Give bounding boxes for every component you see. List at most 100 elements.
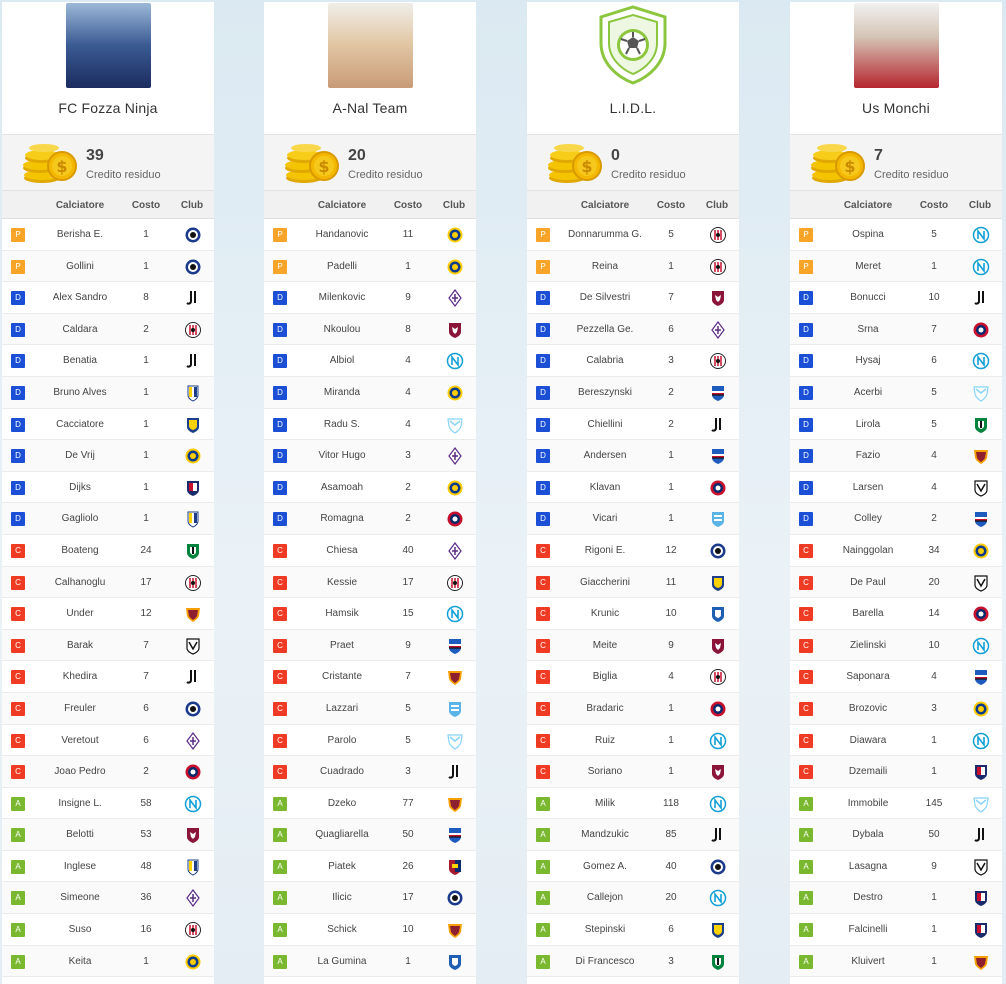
table-row[interactable]: D Klavan 1 bbox=[527, 472, 739, 504]
table-row[interactable]: A Milik 118 bbox=[527, 788, 739, 820]
table-row[interactable]: A Schick 10 bbox=[264, 914, 476, 946]
table-row[interactable]: D Chiellini 2 bbox=[527, 409, 739, 441]
table-row[interactable]: D Romagna 2 bbox=[264, 503, 476, 535]
player-name[interactable]: Freuler bbox=[64, 702, 96, 714]
player-name[interactable]: Romagna bbox=[320, 513, 364, 525]
table-row[interactable]: C Meite 9 bbox=[527, 629, 739, 662]
player-name[interactable]: Klavan bbox=[589, 481, 621, 493]
table-row[interactable]: A Simeone 36 bbox=[2, 882, 214, 915]
player-name[interactable]: Fazio bbox=[855, 450, 881, 462]
table-row[interactable]: A Dzeko 77 bbox=[264, 788, 476, 820]
player-name[interactable]: Suso bbox=[68, 924, 92, 936]
table-row[interactable]: D Radu S. 4 bbox=[264, 409, 476, 441]
player-name[interactable]: Chiellini bbox=[587, 418, 623, 430]
table-row[interactable]: D Colley 2 bbox=[790, 503, 1002, 535]
table-row[interactable]: P Gollini 1 bbox=[2, 250, 214, 283]
column-header-player[interactable]: Calciatore bbox=[843, 200, 893, 211]
table-row[interactable]: A Destro 1 bbox=[790, 882, 1002, 915]
table-row[interactable]: D De Silvestri 7 bbox=[527, 282, 739, 314]
column-header-player[interactable]: Calciatore bbox=[580, 200, 630, 211]
table-row[interactable]: C Biglia 4 bbox=[527, 661, 739, 693]
table-row[interactable]: C Rigoni E. 12 bbox=[527, 535, 739, 567]
table-row[interactable]: P Meret 1 bbox=[790, 250, 1002, 283]
player-name[interactable]: Benatia bbox=[63, 355, 97, 367]
player-name[interactable]: Cuadrado bbox=[320, 766, 364, 778]
player-name[interactable]: Bonucci bbox=[850, 292, 886, 304]
team-avatar[interactable] bbox=[327, 3, 413, 88]
table-row[interactable]: D Bruno Alves 1 bbox=[2, 376, 214, 409]
player-name[interactable]: De Vrij bbox=[65, 450, 95, 462]
player-name[interactable]: Khedira bbox=[62, 671, 98, 683]
player-name[interactable]: Nainggolan bbox=[842, 544, 894, 556]
player-name[interactable]: Bereszynski bbox=[578, 386, 632, 398]
table-row[interactable]: A Immobile 145 bbox=[790, 788, 1002, 820]
column-header-cost[interactable]: Costo bbox=[131, 200, 161, 211]
player-name[interactable]: Di Francesco bbox=[575, 955, 635, 967]
table-row[interactable]: C Under 12 bbox=[2, 598, 214, 630]
table-row[interactable]: A Ilicic 17 bbox=[264, 882, 476, 915]
player-name[interactable]: Dybala bbox=[852, 829, 884, 841]
table-row[interactable]: P Padelli 1 bbox=[264, 250, 476, 283]
team-name[interactable]: FC Fozza Ninja bbox=[58, 100, 158, 116]
player-name[interactable]: Inglese bbox=[63, 860, 97, 872]
table-row[interactable]: D Albiol 4 bbox=[264, 345, 476, 377]
table-row[interactable]: C Ruiz 1 bbox=[527, 725, 739, 757]
player-name[interactable]: Barella bbox=[852, 608, 884, 620]
player-name[interactable]: Meite bbox=[592, 639, 618, 651]
player-name[interactable]: Rigoni E. bbox=[584, 544, 626, 556]
player-name[interactable]: Pezzella Ge. bbox=[576, 323, 634, 335]
player-name[interactable]: Padelli bbox=[326, 260, 358, 272]
player-name[interactable]: Srna bbox=[857, 323, 879, 335]
player-name[interactable]: Falcinelli bbox=[848, 924, 888, 936]
table-row[interactable]: D Caldara 2 bbox=[2, 313, 214, 346]
table-row[interactable]: D Vitor Hugo 3 bbox=[264, 440, 476, 472]
player-name[interactable]: Ruiz bbox=[594, 734, 615, 746]
player-name[interactable]: Veretout bbox=[61, 734, 99, 746]
table-row[interactable]: C Brozovic 3 bbox=[790, 692, 1002, 725]
player-name[interactable]: Gollini bbox=[66, 260, 94, 272]
player-name[interactable]: Vicari bbox=[592, 513, 618, 525]
player-name[interactable]: Kluivert bbox=[851, 955, 885, 967]
table-row[interactable]: D Asamoah 2 bbox=[264, 472, 476, 504]
table-row[interactable]: C Kessie 17 bbox=[264, 566, 476, 599]
player-name[interactable]: Chiesa bbox=[326, 544, 358, 556]
player-name[interactable]: Lazzari bbox=[325, 702, 359, 714]
player-name[interactable]: Dzeko bbox=[327, 797, 357, 809]
player-name[interactable]: Berisha E. bbox=[56, 229, 104, 240]
table-row[interactable]: A Inglese 48 bbox=[2, 851, 214, 883]
player-name[interactable]: Simeone bbox=[60, 892, 100, 904]
player-name[interactable]: Handanovic bbox=[315, 229, 369, 240]
player-name[interactable]: Hamsik bbox=[325, 608, 359, 620]
player-name[interactable]: Destro bbox=[853, 892, 883, 904]
player-name[interactable]: Barak bbox=[66, 639, 94, 651]
player-name[interactable]: Radu S. bbox=[323, 418, 361, 430]
player-name[interactable]: Bradaric bbox=[586, 702, 624, 714]
player-name[interactable]: Meret bbox=[855, 260, 881, 272]
player-name[interactable]: Cacciatore bbox=[56, 418, 104, 430]
table-row[interactable]: C Khedira 7 bbox=[2, 661, 214, 693]
table-row[interactable]: D Alex Sandro 8 bbox=[2, 282, 214, 314]
table-row[interactable]: C Chiesa 40 bbox=[264, 535, 476, 567]
player-name[interactable]: Keita bbox=[68, 955, 92, 967]
team-name[interactable]: Us Monchi bbox=[862, 100, 930, 116]
table-row[interactable]: C De Paul 20 bbox=[790, 566, 1002, 599]
player-name[interactable]: Reina bbox=[591, 260, 619, 272]
table-row[interactable]: C Diawara 1 bbox=[790, 725, 1002, 757]
player-name[interactable]: Nkoulou bbox=[323, 323, 361, 335]
table-row[interactable]: A La Gumina 1 bbox=[264, 945, 476, 978]
table-row[interactable]: D Lirola 5 bbox=[790, 409, 1002, 441]
column-header-club[interactable]: Club bbox=[705, 200, 729, 211]
player-name[interactable]: De Paul bbox=[850, 576, 886, 588]
player-name[interactable]: Colley bbox=[854, 513, 882, 525]
team-avatar[interactable] bbox=[853, 3, 939, 88]
table-row[interactable]: D Bereszynski 2 bbox=[527, 376, 739, 409]
player-name[interactable]: Praet bbox=[330, 639, 354, 651]
player-name[interactable]: Boateng bbox=[61, 544, 99, 556]
column-header-club[interactable]: Club bbox=[968, 200, 992, 211]
table-row[interactable]: C Soriano 1 bbox=[527, 756, 739, 788]
table-row[interactable]: C Joao Pedro 2 bbox=[2, 756, 214, 788]
table-row[interactable]: A Falcinelli 1 bbox=[790, 914, 1002, 946]
table-row[interactable]: C Bradaric 1 bbox=[527, 692, 739, 725]
player-name[interactable]: Donnarumma G. bbox=[568, 229, 642, 240]
column-header-cost[interactable]: Costo bbox=[393, 200, 423, 211]
